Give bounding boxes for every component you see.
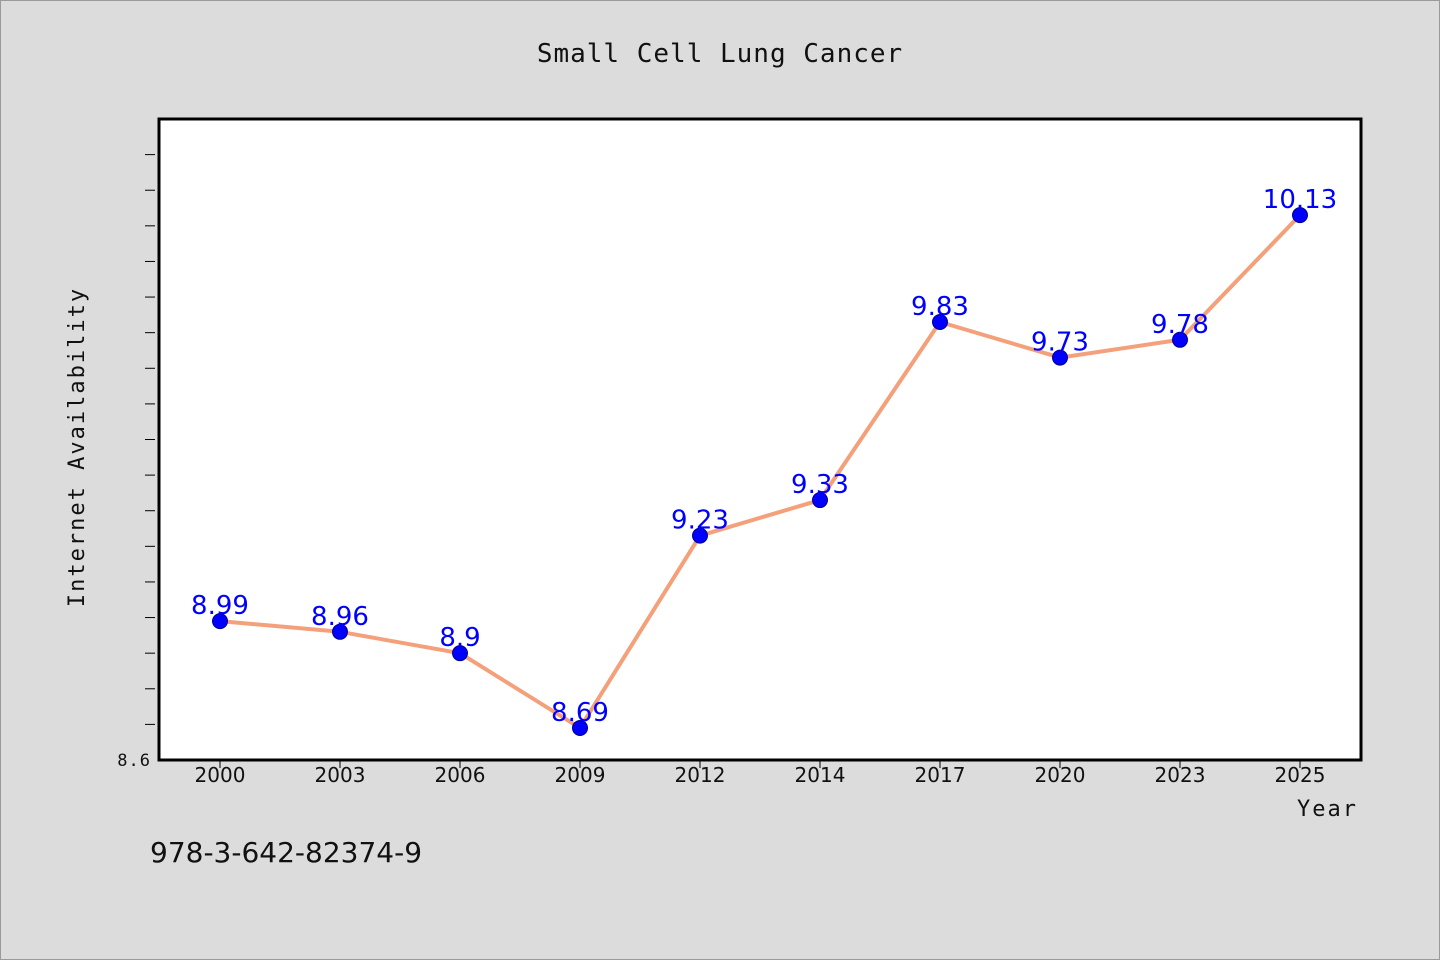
data-point bbox=[812, 492, 828, 509]
data-label: 9.33 bbox=[791, 470, 849, 500]
x-tick-label: 2014 bbox=[795, 763, 846, 787]
x-tick-label: 2025 bbox=[1275, 763, 1326, 787]
x-tick-label: 2009 bbox=[555, 763, 606, 787]
isbn-footer-text: 978-3-642-82374-9 bbox=[150, 836, 422, 869]
data-labels: 8.99 8.96 8.9 8.69 9.23 9.33 9.83 9.73 9.78 10.13 bbox=[191, 185, 1337, 728]
data-label: 8.96 bbox=[311, 602, 369, 632]
data-label: 8.99 bbox=[191, 591, 249, 621]
data-point bbox=[1052, 349, 1068, 366]
data-label: 9.83 bbox=[911, 292, 969, 322]
data-label: 9.78 bbox=[1151, 310, 1209, 340]
data-point bbox=[1292, 207, 1308, 224]
data-label: 8.9 bbox=[439, 623, 480, 653]
x-tick-label: 2000 bbox=[195, 763, 246, 787]
chart-title: Small Cell Lung Cancer bbox=[537, 39, 903, 69]
series-line bbox=[219, 213, 1302, 730]
x-tick-label: 2020 bbox=[1035, 763, 1086, 787]
x-tick-label: 2006 bbox=[435, 763, 486, 787]
data-point bbox=[212, 613, 228, 630]
y-tick-label: 8.6 bbox=[117, 751, 151, 771]
x-tick-label: 2017 bbox=[915, 763, 966, 787]
data-point bbox=[1172, 331, 1188, 348]
y-axis-label: Internet Availability bbox=[65, 287, 90, 607]
data-label: 9.23 bbox=[671, 506, 729, 536]
data-point bbox=[572, 719, 588, 736]
x-tick-label: 2012 bbox=[675, 763, 726, 787]
plot-area bbox=[157, 117, 1363, 762]
data-label: 8.69 bbox=[551, 698, 609, 728]
x-axis-label: Year bbox=[1297, 797, 1358, 822]
data-point bbox=[692, 527, 708, 544]
data-label: 10.13 bbox=[1263, 185, 1337, 215]
data-label: 9.73 bbox=[1031, 328, 1089, 358]
x-tick-label: 2023 bbox=[1155, 763, 1206, 787]
data-point bbox=[932, 313, 948, 330]
y-axis-ticks: 8.6 bbox=[117, 154, 155, 771]
x-axis-ticks: 2000 2003 2006 2009 2012 2014 2017 2020 2023 2025 bbox=[195, 760, 1326, 787]
data-point bbox=[332, 623, 348, 640]
data-point bbox=[452, 645, 468, 662]
data-series bbox=[212, 207, 1308, 736]
x-tick-label: 2003 bbox=[315, 763, 366, 787]
